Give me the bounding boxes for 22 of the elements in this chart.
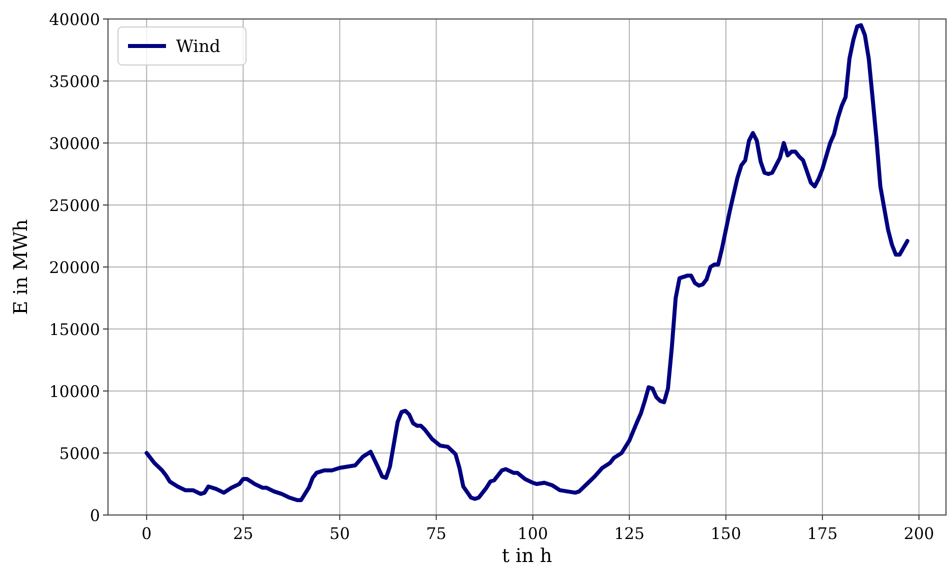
y-tick-label: 25000 [49,196,100,215]
x-tick-label: 175 [807,524,838,543]
x-tick-label: 200 [904,524,934,543]
legend-label: Wind [176,37,221,57]
x-tick-label: 100 [518,524,548,543]
y-tick-label: 0 [90,506,100,525]
y-axis-title: E in MWh [10,219,32,315]
line-series [144,23,910,502]
x-tick-label: 150 [710,524,742,543]
y-tick-label: 10000 [49,382,100,401]
x-tick-label: 25 [232,524,254,543]
y-tick-label: 15000 [49,320,100,339]
y-tick-label: 5000 [59,444,100,463]
y-tick-label: 40000 [49,10,100,29]
x-tick-label: 50 [330,524,350,543]
y-tick-label: 20000 [49,258,100,277]
x-axis-title: t in h [502,545,552,567]
x-tick-label: 0 [142,524,152,543]
x-tick-label: 125 [614,524,645,543]
y-tick-label: 30000 [49,134,100,153]
x-tick-label: 75 [426,524,446,543]
y-tick-label: 35000 [49,72,100,91]
